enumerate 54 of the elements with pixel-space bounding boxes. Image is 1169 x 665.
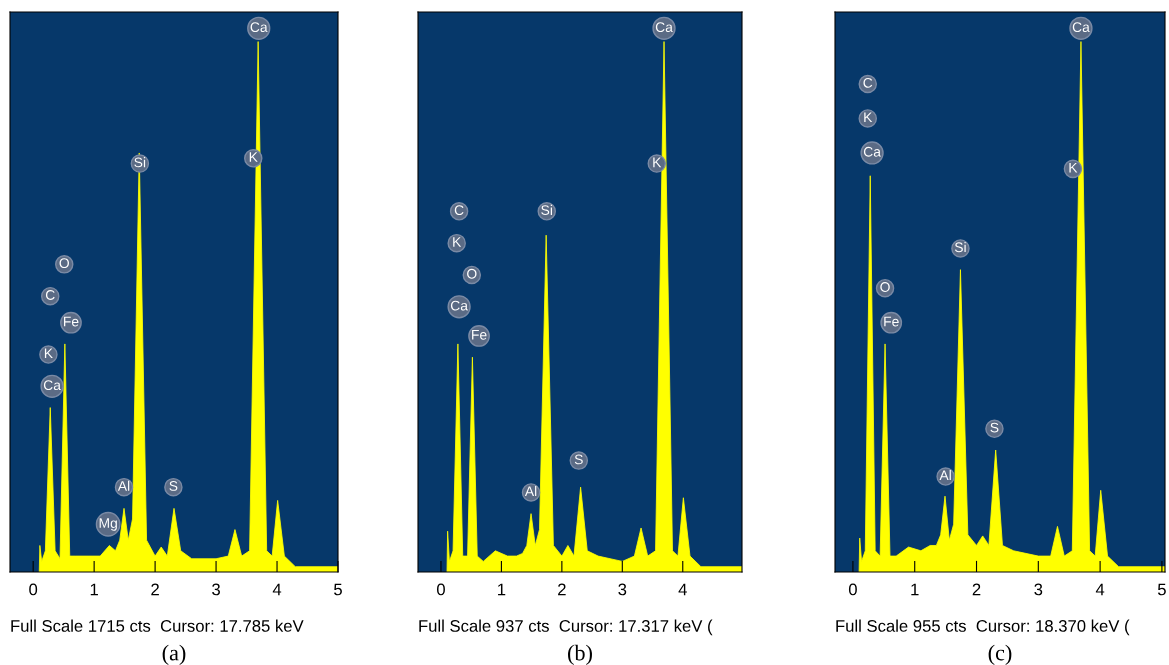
- annotation: Al: [939, 470, 951, 481]
- annotation: Ca: [250, 22, 268, 33]
- x-tick-label: 0: [29, 583, 38, 596]
- annotation: K: [44, 348, 53, 359]
- annotation: S: [990, 422, 999, 433]
- x-tick-label: 1: [90, 583, 98, 596]
- x-tick-label: 1: [498, 583, 506, 596]
- annotation: K: [249, 152, 258, 162]
- annotation: Ca: [1072, 22, 1090, 33]
- annotation: Si: [954, 241, 966, 253]
- annotation: Al: [524, 485, 537, 497]
- annotation: Fe: [884, 316, 899, 327]
- annotation: Fe: [472, 330, 487, 340]
- x-tick-label: 5: [334, 583, 342, 596]
- x-tick-label: 2: [972, 583, 981, 596]
- text: Full Scale 937 cts Cursor: 17.317 keV (: [419, 619, 713, 636]
- annotation: O: [467, 268, 477, 279]
- annotation: Ca: [863, 146, 881, 157]
- annotation: Ca: [450, 300, 468, 311]
- annotation: O: [59, 258, 69, 269]
- annotation: Si: [134, 157, 146, 168]
- annotation: Ca: [43, 380, 61, 391]
- annotation: S: [574, 454, 583, 465]
- text: (c): [988, 644, 1012, 665]
- annotation: K: [1069, 162, 1078, 173]
- x-tick-label: 2: [558, 583, 566, 596]
- x-tick-label: 3: [212, 583, 220, 596]
- annotation: Mg: [99, 518, 117, 531]
- x-tick-label: 4: [1095, 583, 1105, 596]
- annotation: S: [169, 481, 178, 491]
- text: Full Scale 1715 cts Cursor: 17.785 keV: [11, 619, 304, 632]
- x-tick-label: 1: [911, 583, 919, 596]
- annotation: C: [863, 77, 873, 88]
- annotation: K: [864, 112, 873, 123]
- annotation: Si: [541, 204, 552, 216]
- text: (b): [568, 644, 592, 665]
- annotation: K: [653, 157, 662, 168]
- annotation: O: [880, 282, 890, 292]
- x-tick-label: 0: [848, 583, 857, 596]
- x-tick-label: 3: [1034, 583, 1043, 596]
- annotation: C: [454, 205, 464, 216]
- x-tick-label: 4: [678, 583, 687, 596]
- annotation: Al: [117, 480, 130, 491]
- annotation: C: [45, 290, 55, 300]
- x-tick-label: 0: [436, 583, 445, 596]
- x-tick-label: 4: [272, 583, 282, 596]
- x-tick-label: 5: [1157, 583, 1166, 596]
- annotation: Fe: [64, 316, 79, 327]
- x-tick-label: 2: [151, 583, 159, 596]
- annotation: K: [453, 237, 462, 247]
- annotation: Ca: [655, 22, 673, 33]
- x-tick-label: 3: [618, 583, 627, 596]
- text: Full Scale 955 cts Cursor: 18.370 keV (: [836, 619, 1130, 636]
- text: (a): [162, 644, 186, 665]
